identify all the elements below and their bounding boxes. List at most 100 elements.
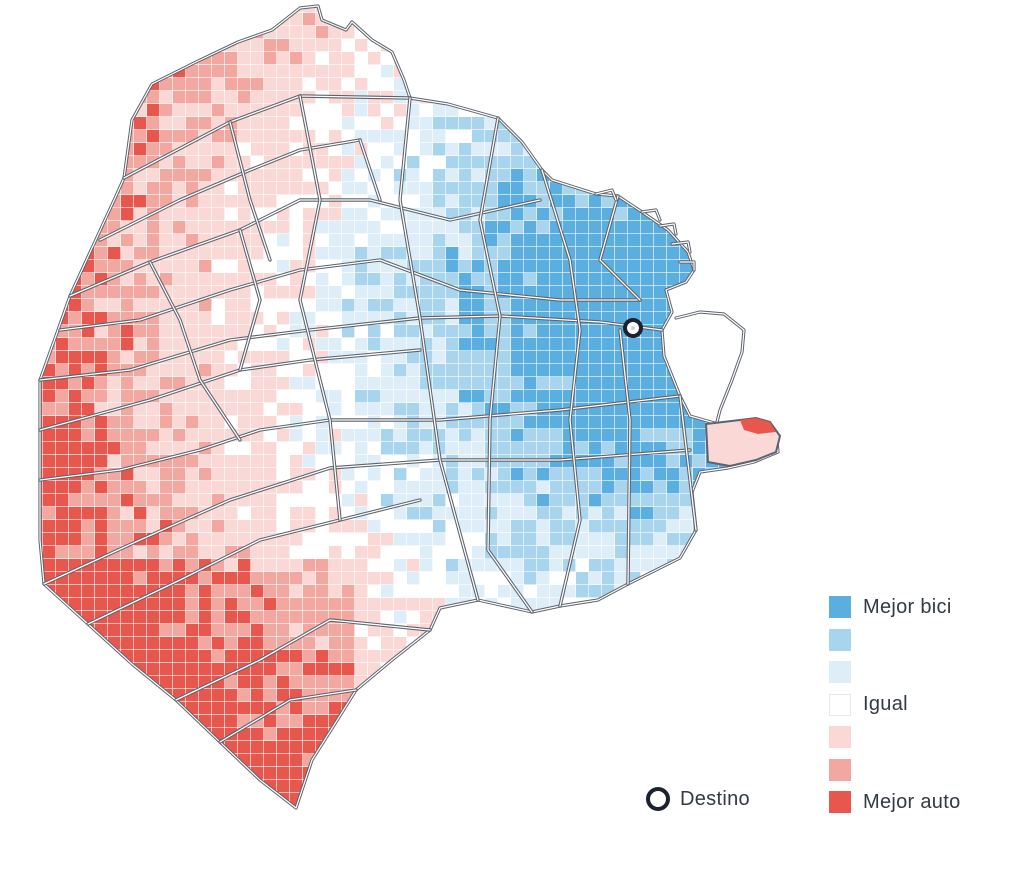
heatmap-cell [160, 416, 173, 429]
heatmap-cell [173, 767, 186, 780]
heatmap-cell [680, 325, 693, 338]
heatmap-cell [355, 6, 368, 13]
heatmap-cell [186, 559, 199, 572]
heatmap-cell [758, 91, 771, 104]
heatmap-cell [576, 741, 589, 754]
heatmap-cell [407, 728, 420, 741]
heatmap-cell [316, 663, 329, 676]
heatmap-cell [173, 715, 186, 728]
heatmap-cell [797, 520, 809, 532]
heatmap-cell [576, 377, 589, 390]
heatmap-cell [186, 13, 199, 26]
heatmap-cell [433, 637, 446, 650]
heatmap-cell [43, 13, 56, 26]
heatmap-cell [264, 793, 277, 806]
heatmap-cell [199, 247, 212, 260]
heatmap-cell [238, 520, 251, 533]
heatmap-cell [43, 286, 56, 299]
heatmap-cell [56, 663, 69, 676]
heatmap-cell [368, 520, 381, 533]
heatmap-cell [355, 299, 368, 312]
heatmap-cell [511, 13, 524, 26]
heatmap-cell [40, 702, 43, 715]
heatmap-cell [732, 208, 745, 221]
heatmap-cell [667, 130, 680, 143]
heatmap-cell [40, 793, 43, 806]
heatmap-cell [212, 169, 225, 182]
heatmap-cell [511, 169, 524, 182]
heatmap-cell [667, 416, 680, 429]
heatmap-cell [784, 663, 796, 675]
heatmap-cell [537, 351, 550, 364]
heatmap-cell [758, 273, 771, 286]
heatmap-cell [264, 195, 277, 208]
heatmap-cell [446, 156, 459, 169]
heatmap-cell [69, 507, 82, 520]
heatmap-cell [706, 156, 719, 169]
heatmap-cell [758, 130, 771, 143]
heatmap-cell [40, 65, 43, 78]
heatmap-cell [43, 663, 56, 676]
heatmap-cell [303, 806, 316, 808]
heatmap-cell [82, 481, 95, 494]
heatmap-cell [706, 208, 719, 221]
heatmap-cell [316, 286, 329, 299]
heatmap-cell [160, 6, 173, 13]
heatmap-cell [472, 143, 485, 156]
heatmap-cell [706, 390, 719, 403]
heatmap-cell [706, 39, 719, 52]
heatmap-cell [212, 611, 225, 624]
heatmap-cell [693, 221, 706, 234]
heatmap-cell [758, 780, 771, 793]
heatmap-cell [511, 299, 524, 312]
heatmap-cell [732, 611, 745, 624]
heatmap-cell [524, 390, 537, 403]
heatmap-cell [303, 819, 315, 831]
heatmap-cell [446, 780, 459, 793]
heatmap-cell [602, 429, 615, 442]
heatmap-cell [797, 442, 809, 454]
heatmap-cell [290, 455, 303, 468]
legend-item-mejor-auto: Mejor auto [829, 786, 1009, 819]
heatmap-cell [654, 156, 667, 169]
heatmap-cell [355, 390, 368, 403]
heatmap-cell [628, 715, 641, 728]
heatmap-cell [667, 169, 680, 182]
heatmap-cell [511, 273, 524, 286]
heatmap-cell [758, 546, 771, 559]
heatmap-cell [316, 598, 329, 611]
heatmap-cell [537, 403, 550, 416]
heatmap-cell [95, 429, 108, 442]
heatmap-cell [485, 312, 498, 325]
heatmap-cell [121, 767, 134, 780]
district-boundary [679, 395, 697, 531]
heatmap-cell [472, 481, 485, 494]
heatmap-cell [758, 104, 771, 117]
heatmap-cell [758, 364, 771, 377]
heatmap-cell [654, 468, 667, 481]
heatmap-cell [589, 260, 602, 273]
heatmap-cell [628, 494, 641, 507]
heatmap-cell [108, 78, 121, 91]
heatmap-cell [147, 416, 160, 429]
heatmap-cell [550, 78, 563, 91]
heatmap-cell [797, 377, 809, 389]
heatmap-cell [342, 650, 355, 663]
heatmap-cell [433, 663, 446, 676]
heatmap-cell [498, 481, 511, 494]
heatmap-cell [264, 494, 277, 507]
heatmap-cell [784, 312, 796, 324]
heatmap-cell [147, 637, 160, 650]
heatmap-cell [43, 6, 56, 13]
heatmap-cell [95, 6, 108, 13]
heatmap-cell [433, 780, 446, 793]
heatmap-cell [667, 819, 679, 831]
heatmap-cell [238, 117, 251, 130]
heatmap-cell [199, 208, 212, 221]
heatmap-cell [199, 663, 212, 676]
heatmap-cell [264, 715, 277, 728]
heatmap-cell [407, 650, 420, 663]
heatmap-cell [316, 819, 328, 831]
heatmap-cell [485, 91, 498, 104]
heatmap-cell [433, 351, 446, 364]
